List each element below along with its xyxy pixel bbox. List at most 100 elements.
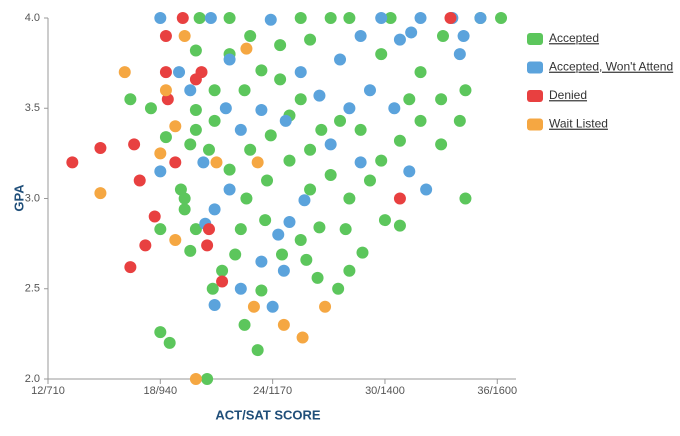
- point: [208, 114, 221, 127]
- point: [219, 102, 232, 115]
- point: [264, 129, 277, 142]
- legend-swatch[interactable]: [527, 90, 543, 102]
- point: [184, 138, 197, 151]
- legend-text[interactable]: Accepted: [549, 31, 599, 45]
- point: [339, 223, 352, 236]
- point: [276, 248, 288, 261]
- point: [251, 156, 264, 169]
- point: [311, 271, 324, 284]
- point: [169, 120, 182, 133]
- point: [453, 114, 466, 127]
- point: [159, 30, 172, 43]
- point: [159, 66, 172, 79]
- point: [195, 66, 208, 79]
- x-tick-label: 36/1600: [477, 385, 517, 397]
- point: [189, 44, 202, 57]
- point: [298, 194, 311, 207]
- point: [495, 12, 508, 24]
- legend-text[interactable]: Denied: [549, 88, 587, 102]
- legend-swatch[interactable]: [527, 61, 543, 74]
- point: [255, 284, 268, 297]
- point: [94, 141, 107, 154]
- point: [124, 93, 137, 106]
- point: [238, 84, 251, 97]
- point: [266, 300, 279, 313]
- point: [202, 223, 215, 236]
- point: [178, 192, 191, 205]
- point: [154, 165, 167, 178]
- x-tick-label: 30/1400: [365, 385, 405, 397]
- point: [163, 336, 176, 349]
- point: [304, 143, 317, 156]
- point: [388, 102, 401, 115]
- point: [154, 223, 167, 236]
- point: [414, 12, 427, 24]
- point: [189, 123, 202, 136]
- point: [444, 12, 457, 24]
- point: [184, 84, 197, 97]
- point: [319, 300, 332, 313]
- point: [238, 318, 251, 331]
- point: [264, 13, 277, 26]
- point: [414, 66, 427, 79]
- point: [154, 326, 167, 339]
- point: [223, 53, 236, 66]
- point: [94, 187, 107, 200]
- point: [174, 183, 187, 196]
- point: [363, 84, 376, 97]
- point: [457, 30, 470, 43]
- point: [189, 223, 202, 236]
- legend-text[interactable]: Wait Listed: [549, 117, 608, 131]
- point: [148, 210, 161, 223]
- x-axis-title: ACT/SAT SCORE: [215, 407, 321, 422]
- point: [334, 53, 347, 66]
- legend-swatch[interactable]: [527, 118, 543, 131]
- point: [277, 264, 290, 277]
- point: [159, 84, 172, 97]
- point: [259, 214, 272, 227]
- point: [459, 84, 472, 97]
- point: [375, 154, 388, 167]
- point: [294, 234, 307, 247]
- x-tick-label: 18/940: [143, 385, 177, 397]
- point: [208, 298, 221, 311]
- point: [234, 123, 247, 136]
- point: [375, 12, 388, 24]
- legend-text[interactable]: Accepted, Won't Attend: [549, 60, 673, 74]
- point: [313, 221, 326, 234]
- point: [315, 123, 328, 136]
- y-tick-label: 3.0: [25, 192, 40, 204]
- point: [393, 192, 406, 205]
- point: [133, 174, 146, 187]
- point: [244, 143, 257, 156]
- point: [144, 102, 157, 115]
- point: [304, 183, 317, 196]
- point: [210, 156, 223, 169]
- point: [414, 114, 427, 127]
- point: [189, 104, 202, 117]
- point: [234, 223, 247, 236]
- point: [274, 73, 287, 86]
- point: [403, 165, 416, 178]
- point: [294, 93, 307, 106]
- legend-swatch[interactable]: [527, 33, 543, 45]
- point: [169, 156, 182, 169]
- point: [343, 102, 356, 115]
- point: [261, 174, 274, 187]
- point: [354, 156, 367, 169]
- point: [296, 331, 309, 344]
- point: [154, 12, 167, 24]
- point: [283, 154, 296, 167]
- point: [240, 42, 253, 55]
- point: [176, 12, 189, 24]
- point: [118, 66, 131, 79]
- point: [223, 163, 236, 176]
- point: [223, 183, 236, 196]
- point: [405, 26, 418, 39]
- point: [435, 93, 448, 106]
- y-tick-label: 2.5: [25, 283, 40, 295]
- point: [216, 275, 229, 288]
- point: [453, 48, 466, 61]
- point: [283, 215, 296, 228]
